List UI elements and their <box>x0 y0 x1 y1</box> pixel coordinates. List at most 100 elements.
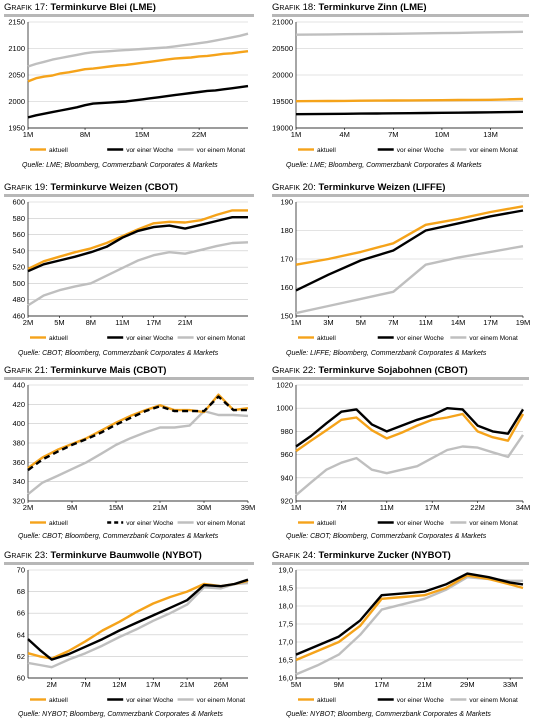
x-tick-label: 5M <box>356 318 366 327</box>
x-tick-label: 17M <box>146 318 161 327</box>
chart-label: Grafik 24: <box>272 550 316 561</box>
y-tick-label: 18,0 <box>278 602 293 611</box>
x-tick-label: 26M <box>214 680 229 689</box>
x-tick-label: 39M <box>241 503 256 512</box>
legend-label: aktuell <box>317 335 336 342</box>
x-tick-label: 13M <box>483 130 498 139</box>
title-rule <box>4 14 254 17</box>
chart-label: Grafik 22: <box>272 365 316 376</box>
chart-source: Quelle: NYBOT; Bloomberg, Commerzbank Co… <box>286 711 491 718</box>
x-tick-label: 34M <box>516 503 531 512</box>
y-tick-label: 2000 <box>8 97 25 106</box>
x-tick-label: 19M <box>516 318 531 327</box>
y-tick-label: 64 <box>17 630 25 639</box>
y-tick-label: 560 <box>12 230 25 239</box>
series-line-2 <box>295 245 524 315</box>
y-tick-label: 320 <box>12 497 25 506</box>
chart-panel-21: Grafik 21: Terminkurve Mais (CBOT) 320 34… <box>4 365 256 543</box>
chart-label: Grafik 19: <box>4 182 48 193</box>
series-line-0 <box>295 574 524 662</box>
chart-panel-22: Grafik 22: Terminkurve Sojabohnen (CBOT)… <box>272 365 531 543</box>
y-tick-label: 1950 <box>8 124 25 133</box>
y-tick-label: 1020 <box>276 381 293 390</box>
x-tick-label: 5M <box>291 680 301 689</box>
title-rule <box>272 377 529 380</box>
chart-source: Quelle: LIFFE; Bloomberg, Commerzbank Co… <box>286 350 487 357</box>
legend-label: vor einer Woche <box>397 697 445 704</box>
series-line-0 <box>27 209 248 270</box>
y-tick-label: 360 <box>12 458 25 467</box>
chart-panel-19: Grafik 19: Terminkurve Weizen (CBOT) 460… <box>4 182 254 360</box>
series-line-1 <box>27 395 248 472</box>
x-tick-label: 7M <box>336 503 346 512</box>
y-tick-label: 16,5 <box>278 656 293 665</box>
legend-label: vor einem Monat <box>469 697 518 704</box>
x-tick-label: 12M <box>112 680 127 689</box>
title-rule <box>272 194 529 197</box>
y-tick-label: 920 <box>280 497 293 506</box>
x-tick-label: 30M <box>197 503 212 512</box>
chart-panel-17: Grafik 17: Terminkurve Blei (LME) 1950 20… <box>4 2 254 172</box>
x-tick-label: 7M <box>388 318 398 327</box>
x-tick-label: 8M <box>80 130 90 139</box>
series-line-1 <box>295 110 524 116</box>
x-tick-label: 1M <box>291 130 301 139</box>
chart-title: Terminkurve Mais (CBOT) <box>50 365 167 376</box>
chart: 16,0 16,5 17,0 17,5 18,0 18,5 19,0 5M 9M 17M 21M 29… <box>278 566 524 704</box>
x-tick-label: 33M <box>503 680 518 689</box>
title-rule <box>4 194 254 197</box>
chart-label: Grafik 21: <box>4 365 48 376</box>
x-tick-label: 4M <box>339 130 349 139</box>
y-tick-label: 580 <box>12 214 25 223</box>
y-tick-label: 440 <box>12 381 25 390</box>
chart-title: Terminkurve Baumwolle (NYBOT) <box>50 550 202 561</box>
legend-label: vor einem Monat <box>469 147 518 154</box>
chart: 920 940 960 980 1000 1020 1M 7M 11M 17M 22M 34M aktu… <box>276 381 531 528</box>
chart-source: Quelle: LME; Bloomberg, Commerzbank Corp… <box>22 162 218 169</box>
chart: 19000 19500 20000 20500 21000 1M 4M 7M 10M 13M akt… <box>272 18 524 154</box>
series-line-0 <box>27 579 249 660</box>
legend-label: vor einer Woche <box>397 520 445 527</box>
chart-label: Grafik 23: <box>4 550 48 561</box>
x-tick-label: 21M <box>153 503 168 512</box>
chart-label: Grafik 17: <box>4 2 48 13</box>
x-tick-label: 22M <box>192 130 207 139</box>
x-tick-label: 1M <box>291 318 301 327</box>
y-tick-label: 70 <box>17 566 25 575</box>
y-tick-label: 2150 <box>8 18 25 27</box>
y-tick-label: 19500 <box>272 97 293 106</box>
x-tick-label: 29M <box>460 680 475 689</box>
y-tick-label: 540 <box>12 246 25 255</box>
legend-label: vor einer Woche <box>126 335 174 342</box>
chart-title: Terminkurve Weizen (CBOT) <box>50 182 178 193</box>
chart-panel-20: Grafik 20: Terminkurve Weizen (LIFFE) 15… <box>272 182 531 360</box>
x-tick-label: 11M <box>380 503 394 512</box>
y-tick-label: 19,0 <box>278 566 293 575</box>
series-line-0 <box>295 205 524 266</box>
legend-label: vor einer Woche <box>126 697 174 704</box>
legend-label: aktuell <box>317 520 336 527</box>
chart-source: Quelle: CBOT; Bloomberg, Commerzbank Cor… <box>286 533 487 540</box>
chart: 150 160 170 180 190 1M 3M 5M 7M 11M 14M 17M 19M aktue… <box>280 198 531 343</box>
y-tick-label: 180 <box>280 226 293 235</box>
x-tick-label: 9M <box>67 503 77 512</box>
title-rule <box>272 14 529 17</box>
series-line-2 <box>27 32 249 68</box>
legend-label: vor einem Monat <box>469 520 518 527</box>
legend-label: vor einer Woche <box>397 335 445 342</box>
legend-label: aktuell <box>49 520 68 527</box>
y-tick-label: 68 <box>17 587 25 596</box>
y-tick-label: 600 <box>12 198 25 207</box>
y-tick-label: 2100 <box>8 44 25 53</box>
legend-label: aktuell <box>49 335 68 342</box>
y-tick-label: 21000 <box>272 18 293 27</box>
x-tick-label: 11M <box>419 318 433 327</box>
title-rule <box>272 562 529 565</box>
y-tick-label: 460 <box>12 312 25 321</box>
x-tick-label: 21M <box>178 318 193 327</box>
x-tick-label: 17M <box>146 680 161 689</box>
y-tick-label: 400 <box>12 419 25 428</box>
y-tick-label: 62 <box>17 652 25 661</box>
x-tick-label: 1M <box>291 503 301 512</box>
series-line-0 <box>295 97 524 103</box>
